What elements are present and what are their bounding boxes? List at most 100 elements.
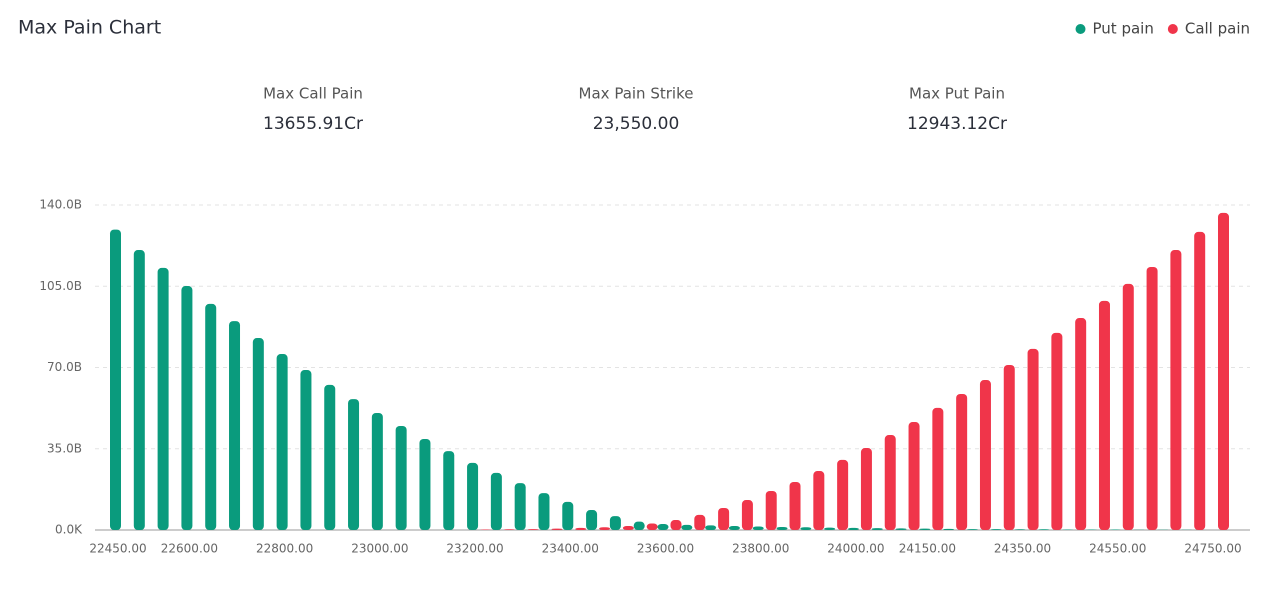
bar	[276, 354, 288, 530]
bar	[966, 529, 978, 530]
bar	[490, 472, 502, 530]
bar	[932, 407, 944, 530]
summary-value: 12943.12Cr	[907, 114, 1007, 134]
legend-marker	[1167, 24, 1178, 34]
summary-value: 23,550.00	[593, 114, 680, 134]
bar	[205, 303, 217, 530]
x-tick-label: 23000.00	[351, 542, 408, 556]
bar	[681, 524, 693, 530]
bar	[1003, 364, 1015, 530]
legend-label: Call pain	[1185, 20, 1250, 38]
x-tick-label: 23600.00	[637, 542, 694, 556]
bar	[1098, 300, 1110, 530]
y-tick-label: 140.0B	[39, 198, 82, 212]
bar	[1051, 332, 1063, 530]
y-tick-label: 105.0B	[39, 279, 82, 293]
x-tick-label: 23200.00	[446, 542, 503, 556]
bar	[229, 321, 241, 530]
bar	[527, 529, 539, 530]
x-tick-label: 24150.00	[899, 542, 956, 556]
bar	[1218, 212, 1229, 530]
bar	[670, 520, 682, 530]
summary-label: Max Call Pain	[263, 85, 363, 103]
bar	[837, 459, 849, 530]
bar	[609, 516, 621, 530]
bar	[705, 525, 717, 530]
bar	[1038, 529, 1050, 530]
x-tick-label: 23400.00	[542, 542, 599, 556]
bar	[599, 527, 611, 530]
bar	[551, 528, 563, 530]
bar	[371, 413, 383, 530]
bar	[157, 267, 169, 530]
bar	[789, 481, 801, 530]
bar	[728, 526, 740, 530]
bar	[110, 229, 121, 530]
y-tick-label: 70.0B	[47, 360, 82, 374]
bar	[956, 393, 968, 530]
x-tick-label: 24350.00	[994, 542, 1051, 556]
bar	[1146, 266, 1158, 530]
bar	[1075, 318, 1087, 530]
summary-label: Max Put Pain	[909, 85, 1005, 103]
bar	[1014, 529, 1026, 530]
bar	[252, 338, 264, 530]
bar	[419, 439, 431, 530]
bar	[765, 491, 777, 530]
bar	[919, 528, 931, 530]
bar	[908, 422, 920, 530]
bar	[813, 471, 825, 530]
x-tick-label: 24000.00	[827, 542, 884, 556]
bar	[1027, 348, 1039, 530]
x-tick-label: 22600.00	[161, 542, 218, 556]
bar	[133, 250, 145, 531]
bar	[467, 462, 479, 530]
legend-marker	[1075, 24, 1086, 34]
bar	[800, 527, 812, 530]
legend-label: Put pain	[1093, 20, 1154, 38]
bar	[776, 526, 788, 530]
bar	[1194, 231, 1206, 530]
bar	[622, 526, 634, 530]
bar	[646, 523, 658, 530]
x-tick-label: 24750.00	[1184, 542, 1241, 556]
bar	[538, 493, 550, 530]
summary-label: Max Pain Strike	[579, 85, 694, 103]
bar	[503, 529, 515, 530]
x-tick-label: 24550.00	[1089, 542, 1146, 556]
bar	[575, 527, 587, 530]
bar	[181, 286, 193, 530]
bar	[718, 507, 730, 530]
bar	[752, 526, 764, 530]
bar	[824, 527, 836, 530]
bar	[990, 529, 1002, 530]
bar	[847, 527, 859, 530]
bar	[1170, 250, 1182, 531]
bar	[860, 448, 872, 530]
bar	[895, 528, 907, 530]
y-tick-label: 35.0B	[47, 441, 82, 455]
bar	[514, 483, 526, 530]
bar	[943, 528, 955, 530]
bar	[324, 384, 336, 530]
summary-value: 13655.91Cr	[263, 114, 363, 134]
bar	[633, 521, 645, 530]
chart-title: Max Pain Chart	[18, 17, 161, 39]
bar	[741, 500, 753, 530]
bar	[562, 501, 574, 530]
bar	[348, 399, 360, 530]
bar	[871, 528, 883, 530]
y-tick-label: 0.0K	[55, 523, 83, 537]
bar	[443, 451, 455, 530]
bar	[300, 370, 312, 530]
bar	[694, 514, 706, 530]
bar	[657, 523, 669, 530]
bar	[1122, 283, 1134, 530]
bar	[395, 426, 407, 530]
bar	[884, 435, 896, 530]
x-tick-label: 23800.00	[732, 542, 789, 556]
bar	[586, 510, 598, 530]
x-tick-label: 22450.00	[89, 542, 146, 556]
